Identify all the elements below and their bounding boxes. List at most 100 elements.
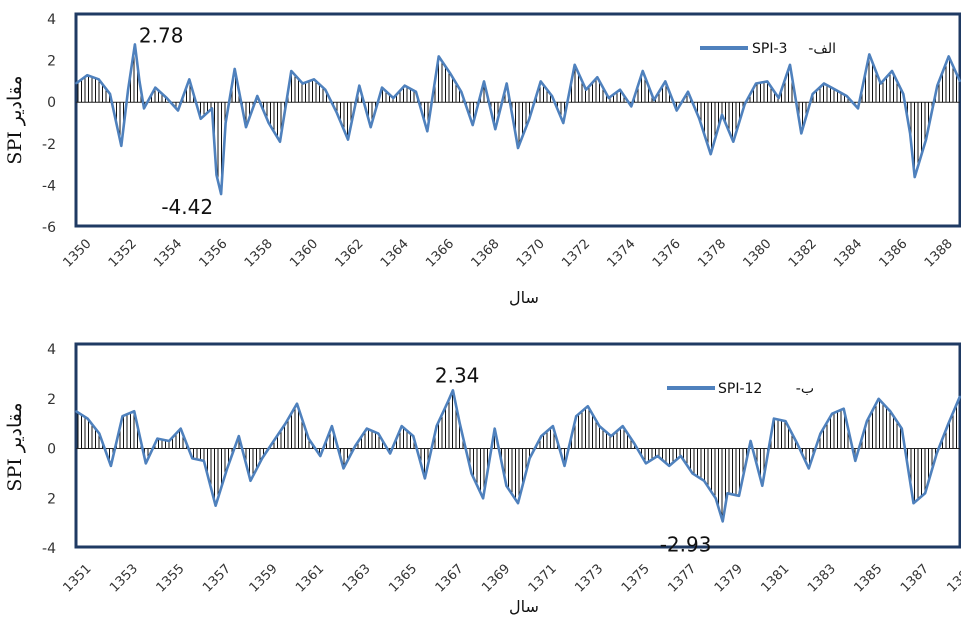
spi-point [168,440,170,442]
x-tick-label: 1376 [650,237,684,271]
x-tick-label: 1353 [107,562,141,596]
x-tick-label: 1371 [526,562,560,596]
spi-point [447,400,450,403]
spi-point [834,88,837,91]
spi-point [120,145,123,147]
x-tick-label: 1363 [340,562,374,596]
spi-point [703,480,705,482]
spi-point [296,402,298,405]
spi-point [75,82,77,85]
panel-label: ب- [796,381,814,397]
x-tick-label: 1375 [619,562,653,596]
spi-point [347,138,349,141]
x-tick-label: 1385 [851,562,885,596]
x-tick-label: 1387 [898,562,932,596]
spi-point [358,84,361,87]
x-tick-label: 1382 [786,237,820,271]
x-tick-label: 1362 [333,237,367,271]
spi-point [272,440,275,442]
spi-point [143,107,145,110]
spi-point [203,460,205,462]
plot-frame [74,12,961,228]
spi-point [449,72,451,74]
spi-point [121,415,124,418]
x-tick-label: 1379 [712,562,746,596]
spi-point [494,128,497,130]
spi-point [947,422,950,425]
spi-point [959,395,961,398]
x-tick-label: 1389 [945,562,961,596]
y-tick-label: -4 [42,178,56,194]
spi-point [936,84,939,87]
spi-point [709,153,712,155]
spi-point [301,82,304,85]
x-tick-label: 1360 [287,237,321,271]
spi-point [901,427,903,430]
spi-point [633,442,636,445]
spi-point [331,425,333,427]
spi-point [551,95,553,97]
spi-point [784,420,787,422]
spi-point [575,415,577,418]
spi-point [517,502,519,505]
y-tick-label: 2 [47,392,56,408]
spi-point [412,435,415,437]
spi-point [426,130,429,133]
spi-point [645,462,647,465]
x-tick-label: 1359 [247,562,281,596]
y-tick-label: -2 [42,137,56,153]
spi-point [224,122,227,124]
spi-point [75,410,77,413]
spi-point [470,472,473,475]
spi-point [319,455,322,457]
x-tick-label: 1377 [665,562,699,596]
spi-point [947,55,950,58]
spi-point [403,84,406,87]
spi-point [664,80,667,83]
spi-point [879,82,882,85]
spi-point [913,176,916,178]
spi-point [680,455,682,457]
spi-point [721,113,723,116]
spi-point [789,64,791,66]
x-tick-label: 1350 [61,237,95,271]
spi-point [854,460,857,462]
spi-point [773,417,775,420]
x-tick-label: 1354 [151,237,185,271]
y-tick-label: 4 [47,342,56,358]
spi-point [732,140,735,143]
legend-series-label: SPI-3 [752,41,787,57]
spi-point [653,99,655,101]
spi-point [400,425,403,427]
x-tick-label: 1366 [423,237,457,271]
spi-point [177,109,179,112]
spi-point [743,103,746,106]
x-tick-label: 1355 [154,562,188,596]
chart-panel-2: -4 2 0 2 4 SPI-12 ب- 2.34 -2.93 1351 1353 1355 1357 1… [4,342,961,616]
spi-point [891,70,893,72]
spi-point [256,95,259,97]
x-tick-label: 1364 [378,237,412,271]
x-tick-label: 1361 [293,562,327,596]
y-tick-label: 2 [47,54,56,70]
spi-point [133,410,135,413]
value-annotation: -4.42 [161,195,213,219]
spi-point [154,86,157,89]
spi-point [868,53,871,56]
spi-point [452,389,454,392]
spi-point [505,485,508,487]
x-tick-label: 1374 [605,237,639,271]
spi-point [191,457,194,460]
spi-point [641,70,644,72]
spi-point [517,147,519,149]
spi-point [924,492,926,495]
spi-point [220,193,222,195]
spi-point [842,407,845,410]
spi-point [777,97,780,99]
spi-point [261,457,263,460]
spi-point [324,88,327,91]
spi-point [698,118,701,120]
spi-point [86,74,89,76]
spi-point [249,480,252,482]
